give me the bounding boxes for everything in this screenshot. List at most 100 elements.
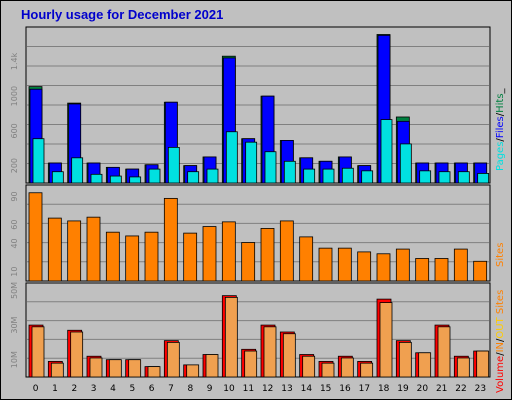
x-tick-3: 3	[91, 384, 97, 394]
x-tick-18: 18	[378, 384, 390, 394]
x-tick-19: 19	[397, 384, 409, 394]
bar-sites-21	[434, 258, 449, 282]
bar-sites-1	[47, 217, 62, 282]
bar-in-10	[224, 296, 238, 378]
x-tick-1: 1	[52, 384, 58, 394]
bar-sites-13	[279, 220, 294, 282]
bar-pages-16	[341, 167, 354, 184]
bar-in-7	[166, 341, 180, 378]
bar-pages-17	[361, 170, 374, 184]
hits-y-tick-2: 1000	[10, 86, 19, 106]
legend-hits-item: Pages	[495, 142, 506, 171]
bar-sites-15	[318, 247, 333, 282]
bar-in-20	[418, 352, 432, 378]
x-tick-11: 11	[243, 384, 254, 394]
x-tick-14: 14	[301, 384, 313, 394]
x-tick-10: 10	[223, 384, 235, 394]
bar-in-18	[379, 302, 393, 378]
bar-in-2	[70, 331, 84, 378]
x-tick-8: 8	[187, 384, 193, 394]
x-tick-13: 13	[281, 384, 292, 394]
legend-hits: Pages/Files/Hits_	[495, 87, 506, 171]
x-tick-22: 22	[455, 384, 466, 394]
bar-in-1	[50, 362, 64, 378]
bar-pages-23	[477, 173, 490, 184]
bar-in-23	[476, 350, 490, 378]
x-tick-7: 7	[168, 384, 174, 394]
bar-in-15	[321, 362, 335, 378]
bar-pages-0	[32, 138, 45, 184]
legend-volume-item: OUT	[495, 316, 506, 338]
x-tick-6: 6	[149, 384, 155, 394]
bar-sites-3	[86, 216, 101, 282]
x-tick-4: 4	[110, 384, 116, 394]
x-tick-21: 21	[436, 384, 447, 394]
hits-y-tick-3: 1.4k	[10, 52, 19, 70]
bar-sites-7	[163, 197, 178, 282]
sites-y-tick-0: 10	[10, 267, 19, 277]
bar-pages-4	[109, 175, 122, 184]
bar-in-14	[302, 355, 316, 378]
sites-y-tick-2: 60	[10, 220, 19, 230]
bar-in-19	[398, 341, 412, 378]
x-tick-5: 5	[129, 384, 135, 394]
panel-volume-frame	[25, 282, 491, 378]
bar-pages-2	[71, 157, 84, 184]
hits-y-tick-0: 200	[10, 158, 19, 173]
legend-hits-item: Files	[495, 116, 506, 138]
bar-sites-2	[67, 220, 82, 282]
bar-pages-21	[438, 171, 451, 184]
legend-volume-item: IN	[495, 342, 506, 352]
x-tick-16: 16	[339, 384, 351, 394]
legend-volume-item: Volume	[495, 356, 506, 393]
bar-pages-11	[245, 141, 258, 184]
bar-in-13	[282, 333, 296, 378]
bar-pages-9	[206, 168, 219, 184]
bar-sites-0	[28, 192, 43, 282]
bar-pages-12	[264, 151, 277, 184]
bar-sites-22	[453, 248, 468, 282]
bar-pages-18	[380, 119, 393, 184]
bar-in-0	[31, 326, 45, 378]
bar-pages-8	[187, 171, 200, 184]
bar-sites-6	[144, 231, 159, 282]
bar-in-22	[456, 357, 470, 378]
bar-sites-19	[395, 248, 410, 282]
bar-sites-17	[357, 251, 372, 282]
bar-sites-8	[183, 232, 198, 282]
bar-sites-18	[376, 253, 391, 282]
bar-in-8	[186, 364, 200, 378]
legend-hits-item: Hits	[495, 93, 506, 112]
bar-sites-9	[202, 226, 217, 282]
x-tick-20: 20	[417, 384, 429, 394]
bar-pages-22	[457, 171, 470, 184]
bar-pages-19	[399, 143, 412, 184]
volume-y-tick-1: 30M	[10, 316, 19, 333]
bar-pages-5	[129, 176, 142, 184]
legend-hits-item: /	[495, 112, 506, 116]
x-tick-2: 2	[71, 384, 77, 394]
bar-pages-7	[167, 146, 180, 184]
x-tick-23: 23	[475, 384, 486, 394]
bar-in-4	[108, 359, 122, 378]
x-tick-9: 9	[207, 384, 213, 394]
bar-sites-16	[337, 247, 352, 282]
bar-sites-20	[415, 258, 430, 282]
bar-sites-14	[299, 236, 314, 282]
bar-in-9	[205, 354, 219, 378]
bar-pages-1	[51, 171, 64, 184]
panel-sites-frame	[25, 184, 491, 282]
x-tick-17: 17	[359, 384, 370, 394]
legend-volume: Volume/IN/OUT Sites	[495, 290, 506, 393]
legend-volume-item: /	[495, 338, 506, 342]
bar-pages-20	[419, 170, 432, 184]
bar-sites-12	[260, 228, 275, 282]
legend-sites: Sites	[495, 243, 506, 267]
bar-pages-6	[148, 168, 161, 184]
sites-y-tick-1: 40	[10, 238, 19, 248]
bar-in-21	[437, 326, 451, 378]
legend-hits-item: _	[495, 87, 506, 94]
sites-y-tick-3: 90	[10, 191, 19, 201]
